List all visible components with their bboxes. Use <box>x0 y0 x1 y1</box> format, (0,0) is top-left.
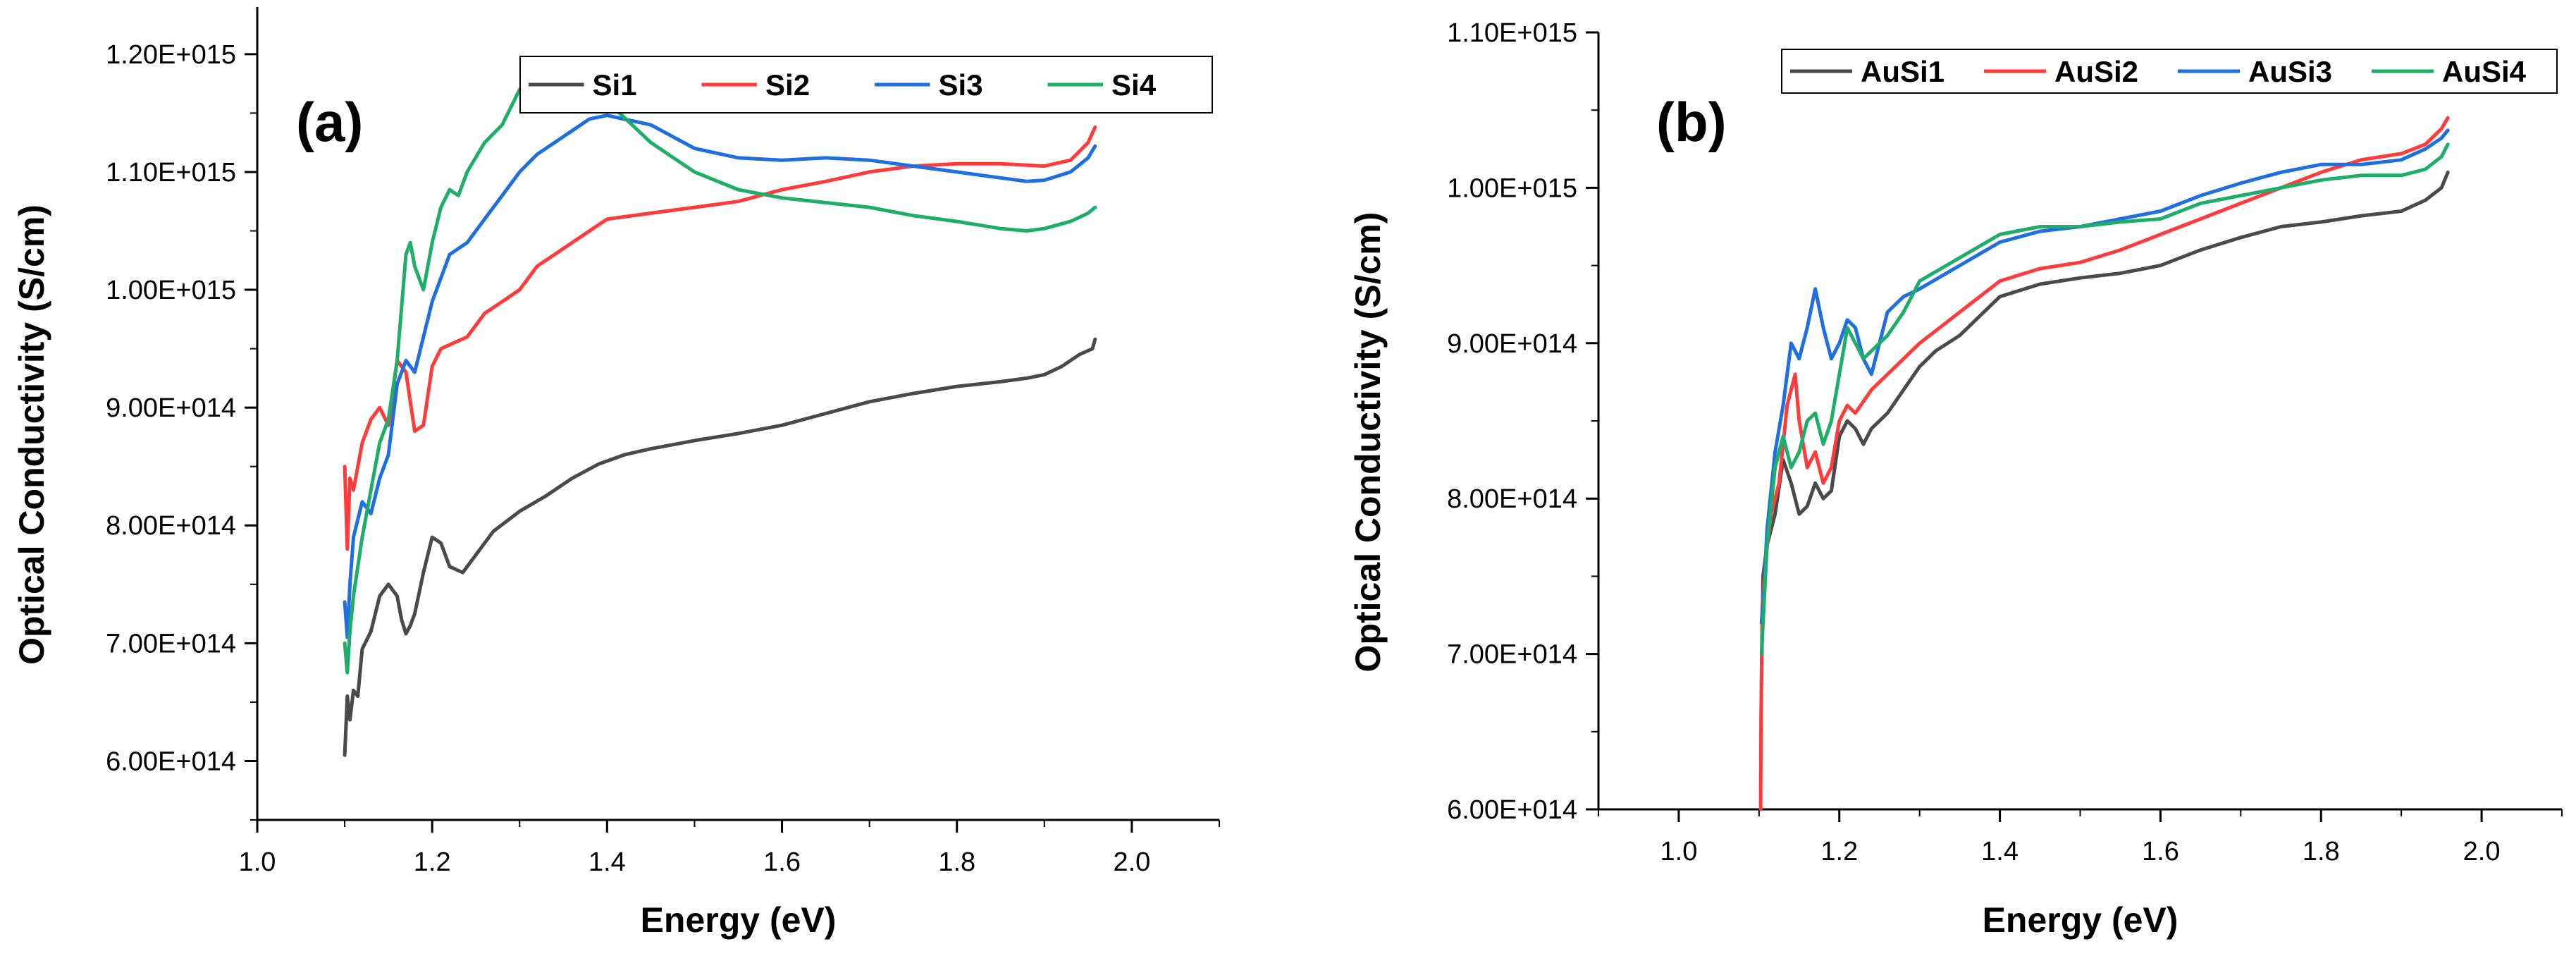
panel-b-x-tick-label: 1.6 <box>2142 837 2179 866</box>
panel-a-series-si3-line <box>343 114 1097 639</box>
panel-a-y-tick-label: 1.00E+015 <box>106 276 236 305</box>
panel-b-x-tick-label: 2.0 <box>2463 837 2501 866</box>
panel-b-legend-label-ausi1: AuSi1 <box>1861 55 1945 88</box>
panel-a-x-tick-label: 2.0 <box>1113 847 1150 877</box>
panel-a-y-axis-title: Optical Conductivity (S/cm) <box>12 204 51 665</box>
panel-a-series-si2-line <box>343 125 1097 551</box>
panel-b-y-axis-title: Optical Conductivity (S/cm) <box>1348 212 1388 673</box>
panel-b-legend-label-ausi3: AuSi3 <box>2248 55 2332 88</box>
panel-b-legend-label-ausi4: AuSi4 <box>2442 55 2527 88</box>
panel-a-series-si1-line <box>343 337 1097 757</box>
panel-a-y-tick-label: 9.00E+014 <box>106 393 236 423</box>
panel-a-legend-label-si1: Si1 <box>593 68 637 102</box>
panel-b-y-tick-label: 9.00E+014 <box>1447 329 1577 359</box>
panel-a-x-tick-label: 1.6 <box>763 847 801 877</box>
panel-a-y-tick-label: 1.10E+015 <box>106 158 236 188</box>
panel-a-x-tick-label: 1.0 <box>239 847 276 877</box>
panel-b-x-axis-title: Energy (eV) <box>1983 900 2178 940</box>
panel-b-x-tick-label: 1.2 <box>1820 837 1858 866</box>
panel-a-x-tick-label: 1.4 <box>588 847 626 877</box>
panel-b-y-tick-label: 8.00E+014 <box>1447 484 1577 514</box>
panel-a-x-tick-label: 1.2 <box>414 847 451 877</box>
panel-b-label: (b) <box>1656 91 1727 153</box>
panel-b-legend-label-ausi2: AuSi2 <box>2054 55 2138 88</box>
panel-b-y-tick-label: 1.10E+015 <box>1447 18 1577 48</box>
panel-b-series-ausi1-line <box>1759 170 2450 687</box>
panel-a-y-tick-label: 1.20E+015 <box>106 40 236 70</box>
panel-a-y-tick-label: 7.00E+014 <box>106 629 236 658</box>
panel-a-legend-label-si4: Si4 <box>1111 68 1157 102</box>
panel-b-x-tick-label: 1.0 <box>1660 837 1698 866</box>
panel-b-y-tick-label: 7.00E+014 <box>1447 640 1577 670</box>
panel-b-series-ausi4-line <box>1759 142 2450 656</box>
panel-a-legend-label-si2: Si2 <box>765 68 810 102</box>
panel-b-x-tick-label: 1.8 <box>2303 837 2340 866</box>
panel-a-x-axis-title: Energy (eV) <box>641 900 837 940</box>
panel-b-series-ausi3-line <box>1759 128 2450 625</box>
panel-a-series-si4-line <box>343 68 1097 675</box>
panel-b-x-tick-label: 1.4 <box>1981 837 2019 866</box>
panel-a-y-tick-label: 6.00E+014 <box>106 747 236 776</box>
panel-a-legend-label-si3: Si3 <box>939 68 983 102</box>
panel-b-y-tick-label: 1.00E+015 <box>1447 173 1577 203</box>
panel-b-y-tick-label: 6.00E+014 <box>1447 795 1577 825</box>
panel-a-y-tick-label: 8.00E+014 <box>106 511 236 541</box>
panel-a-x-tick-label: 1.8 <box>938 847 975 877</box>
panel-b-series-ausi2-line <box>1758 116 2450 811</box>
panel-a-label: (a) <box>296 91 363 153</box>
